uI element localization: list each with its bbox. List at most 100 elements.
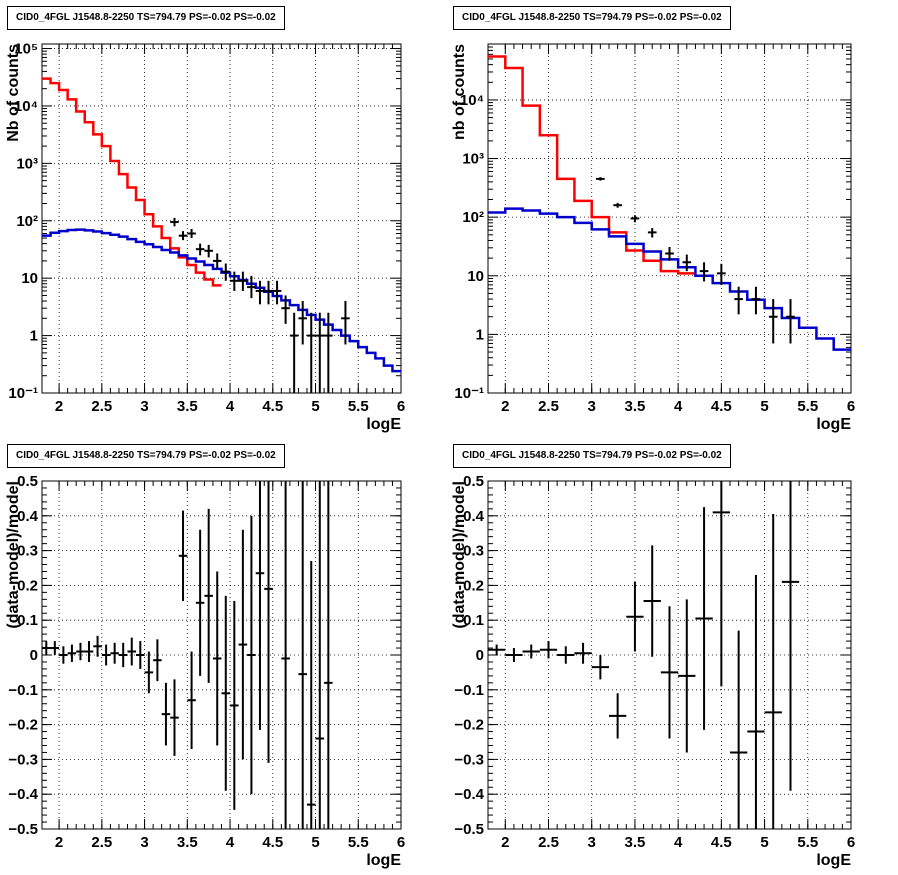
data-point (153, 639, 162, 682)
data-point (161, 682, 171, 746)
data-point (298, 481, 307, 829)
data-point (647, 228, 657, 238)
data-point (110, 642, 119, 664)
x-tick-label: 3 (588, 398, 596, 415)
y-axis-label: (data-model)/model (5, 481, 22, 629)
data-point (204, 244, 213, 258)
y-tick-label: −0.2 (8, 717, 38, 734)
data-point (315, 481, 325, 829)
y-tick-label: 0.5 (17, 473, 38, 490)
x-tick-label: 4 (226, 398, 235, 415)
data-point (281, 481, 290, 829)
data-point (127, 637, 137, 666)
data-point (67, 644, 77, 662)
panel4-title: CID0_4FGL J1548.8-2250 TS=794.79 PS=-0.0… (453, 444, 731, 468)
data-point (170, 679, 179, 756)
data-point (730, 630, 748, 829)
plot-frame (41, 43, 402, 394)
y-tick-label: 0.1 (463, 612, 484, 629)
data-point (786, 299, 795, 344)
data-point (221, 263, 231, 281)
series-component-model (42, 228, 401, 373)
data-point (539, 641, 558, 659)
x-tick-label: 5 (311, 834, 319, 851)
y-tick-label: −0.3 (8, 751, 38, 768)
x-tick-label: 2.5 (91, 398, 112, 415)
y-tick-label: 10⁴ (460, 92, 484, 109)
x-tick-label: 6 (847, 834, 855, 851)
data-point (255, 280, 265, 305)
x-tick-label: 3 (588, 834, 596, 851)
x-axis-label: logE (816, 852, 851, 869)
data-point (170, 217, 179, 227)
x-axis-label: logE (366, 416, 401, 433)
plot-frame (41, 480, 402, 830)
panel-4: 2 2.5 3 3.5 4 4.5 5 5.5 6 −0.5 −0.4 −0.3 −0.2 −0.1 0 0.… (451, 473, 855, 869)
y-tick-label: 10² (16, 213, 38, 230)
y-tick-label: 10² (462, 209, 484, 226)
x-tick-label: 5.5 (797, 398, 818, 415)
y-tick-label: 10³ (462, 151, 484, 168)
data-point (247, 275, 256, 299)
data-point (118, 642, 128, 668)
data-point (522, 644, 540, 659)
data-point (42, 641, 51, 655)
data-point (751, 286, 761, 315)
y-tick-label: 10⁻¹ (454, 385, 484, 402)
x-tick-label: 4.5 (711, 398, 732, 415)
plot-frame (487, 480, 852, 830)
y-tick-label: −0.5 (454, 821, 484, 838)
y-tick-label: 0.3 (463, 543, 484, 560)
data-point (289, 312, 299, 393)
data-point (505, 648, 523, 662)
y-tick-label: 0 (30, 647, 38, 664)
y-tick-label: 10⁻¹ (8, 385, 38, 402)
x-tick-label: 2 (55, 834, 63, 851)
data-point (764, 514, 782, 829)
y-tick-label: 0.4 (17, 508, 39, 525)
x-tick-label: 3.5 (177, 834, 198, 851)
data-point (781, 481, 800, 791)
data-point (695, 507, 713, 730)
data-point (712, 481, 730, 687)
x-tick-label: 3 (140, 398, 148, 415)
y-tick-label: −0.5 (8, 821, 38, 838)
y-tick-label: 0.3 (17, 543, 38, 560)
data-point (609, 693, 627, 739)
panel3-title: CID0_4FGL J1548.8-2250 TS=794.79 PS=-0.0… (7, 444, 285, 468)
y-tick-label: 1 (476, 326, 484, 343)
x-tick-label: 3 (140, 834, 148, 851)
series-component-model (488, 207, 851, 351)
series-total-model (488, 55, 696, 275)
data-point (747, 574, 765, 829)
y-tick-label: −0.3 (454, 751, 484, 768)
y-tick-label: −0.4 (8, 786, 38, 803)
data-point (660, 606, 679, 739)
y-tick-label: 0.2 (17, 577, 38, 594)
plot-frame (487, 43, 852, 394)
y-tick-label: 0.2 (463, 577, 484, 594)
x-tick-label: 2 (501, 398, 509, 415)
data-point (699, 262, 709, 282)
x-tick-label: 4 (674, 834, 683, 851)
x-tick-label: 3.5 (624, 398, 645, 415)
data-point (187, 228, 196, 239)
x-tick-label: 6 (397, 398, 405, 415)
y-tick-label: 10⁵ (14, 41, 38, 58)
x-tick-label: 5.5 (348, 398, 369, 415)
data-point (306, 312, 316, 393)
data-point (678, 599, 696, 753)
x-tick-label: 2.5 (91, 834, 112, 851)
data-point (768, 299, 778, 344)
data-point (281, 295, 290, 324)
data-point (643, 545, 661, 657)
panel2-title: CID0_4FGL J1548.8-2250 TS=794.79 PS=-0.0… (453, 6, 731, 30)
x-tick-label: 6 (397, 834, 405, 851)
panel1-title: CID0_4FGL J1548.8-2250 TS=794.79 PS=-0.0… (7, 6, 285, 30)
y-tick-label: 10⁴ (14, 98, 38, 115)
data-point (195, 243, 205, 256)
data-point (264, 280, 273, 305)
x-tick-label: 5.5 (797, 834, 818, 851)
x-tick-label: 4.5 (711, 834, 732, 851)
